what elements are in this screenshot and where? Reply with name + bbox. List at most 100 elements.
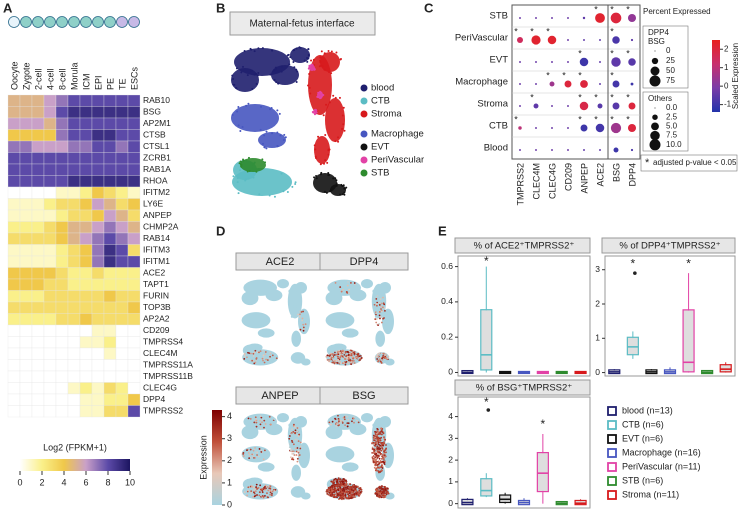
heat-cell [67, 117, 81, 130]
expression-dot [250, 491, 253, 494]
cluster-dot [269, 73, 272, 76]
note-text: adjusted p-value < 0.05 [653, 158, 737, 167]
dot [551, 17, 553, 19]
umap-blob [341, 462, 359, 472]
box [480, 309, 493, 371]
expression-dot [384, 448, 387, 451]
gene-label: DPP4 [143, 394, 165, 404]
expression-dot [380, 442, 383, 445]
heat-cell [31, 175, 45, 188]
heat-cell [19, 152, 33, 165]
cluster-dot [307, 54, 310, 57]
cluster-dot [289, 56, 292, 59]
expression-dot [295, 433, 298, 436]
cluster-dot [340, 57, 343, 60]
dot [567, 39, 569, 41]
expression-dot [356, 419, 358, 422]
heat-cell [7, 255, 21, 268]
gene-label: IFITM1 [143, 256, 170, 266]
dot [611, 57, 621, 67]
expression-dot [351, 361, 354, 364]
expression-dot [298, 454, 301, 456]
heat-cell [103, 405, 117, 418]
gene-label: CLEC4M [531, 163, 541, 200]
umap-blob [361, 279, 373, 289]
expression-dot [383, 441, 385, 443]
expression-dot [381, 306, 384, 309]
stage-label: 8-cell [57, 68, 67, 90]
heat-cell [19, 347, 33, 360]
dot [564, 80, 572, 88]
expression-dot [267, 489, 270, 492]
expression-dot [359, 355, 362, 357]
dot [531, 35, 541, 45]
heat-cell [91, 267, 105, 280]
expression-dot [331, 355, 334, 358]
colorbar-tick-label: 2 [227, 455, 232, 465]
heat-cell [55, 175, 69, 188]
expression-dot [377, 463, 380, 466]
expression-dot [356, 492, 359, 495]
expression-dot [255, 421, 258, 424]
legend-swatch [360, 130, 368, 138]
stage-icon [92, 16, 104, 28]
size-legend-subtitle: DPP4 [648, 28, 669, 37]
expression-dot [352, 495, 354, 498]
cluster-dot [233, 83, 236, 86]
expression-dot [381, 358, 384, 361]
expression-dot [380, 436, 383, 439]
expression-dot [380, 461, 383, 464]
heat-cell [19, 359, 33, 372]
legend-swatch [360, 169, 368, 177]
expression-dot [295, 450, 298, 453]
umap-blob [325, 312, 355, 329]
cluster-dot [241, 126, 244, 129]
expression-dot [360, 488, 363, 491]
expression-dot [377, 324, 380, 327]
size-legend-dot [651, 57, 659, 65]
expression-dot [375, 298, 378, 300]
heat-cell [43, 129, 57, 142]
cluster-dot [313, 176, 316, 179]
heat-cell [67, 129, 81, 142]
cluster-dot [314, 108, 317, 111]
expression-dot [252, 496, 254, 498]
expression-dot [372, 434, 375, 437]
cluster-dot [232, 78, 235, 81]
cluster-dot [280, 172, 283, 175]
expression-dot [347, 418, 350, 421]
heat-cell [55, 267, 69, 280]
size-legend-label: 10.0 [666, 140, 682, 149]
heat-cell [55, 255, 69, 268]
gene-label: AP2A2 [143, 314, 170, 324]
cluster-dot [236, 177, 239, 180]
heat-cell [43, 278, 57, 291]
expression-dot [379, 315, 382, 318]
heat-cell [79, 140, 93, 153]
expression-dot [353, 352, 356, 355]
heat-cell [7, 106, 21, 119]
heat-cell [31, 370, 45, 383]
heat-cell [43, 255, 57, 268]
expression-dot [345, 486, 348, 489]
dot [599, 39, 601, 41]
gene-label: FURIN [143, 291, 169, 301]
expression-dot [381, 458, 383, 460]
expression-dot [295, 454, 298, 456]
heat-cell [115, 117, 129, 130]
expression-dot [345, 482, 348, 485]
heat-cell [91, 186, 105, 199]
heat-cell [115, 278, 129, 291]
heat-cell [91, 313, 105, 326]
heat-cell [103, 152, 117, 165]
colorbar [212, 410, 222, 505]
expression-dot [380, 491, 382, 494]
heat-cell [7, 152, 21, 165]
heat-cell [67, 209, 81, 222]
heat-cell [79, 186, 93, 199]
expression-dot [342, 420, 345, 422]
dot [627, 123, 637, 133]
heat-cell [31, 140, 45, 153]
expression-dot [259, 484, 262, 487]
expression-dot [261, 488, 263, 491]
